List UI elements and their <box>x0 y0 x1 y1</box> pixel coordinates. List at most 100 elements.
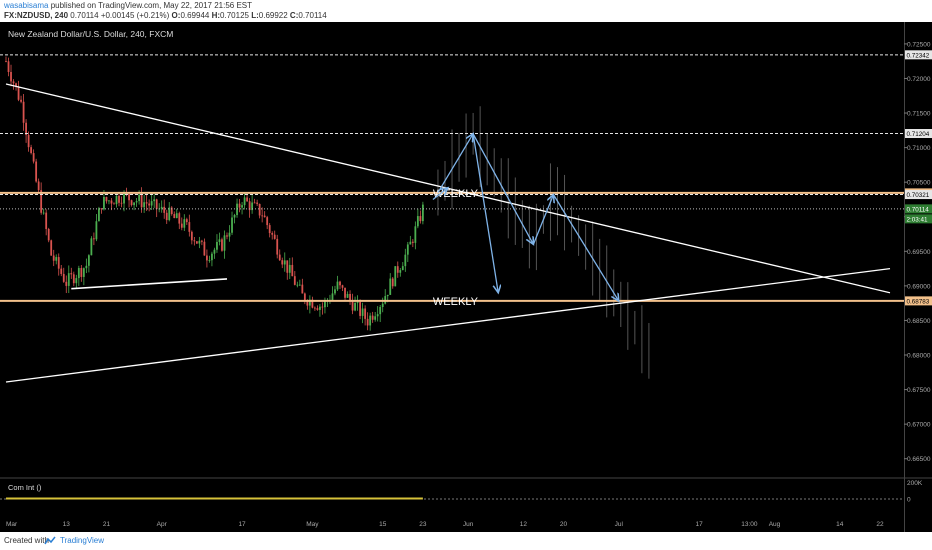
candle-body <box>198 240 201 244</box>
x-tick-label: 17 <box>238 521 246 528</box>
candle-body <box>386 294 389 297</box>
candle-body <box>67 273 70 286</box>
x-tick-label: 22 <box>876 521 884 528</box>
candle-body <box>145 202 148 204</box>
candle-body <box>173 214 176 219</box>
candle-body <box>130 200 133 206</box>
author-link[interactable]: wasabisama <box>4 1 49 10</box>
candle-body <box>15 83 17 87</box>
candle-body <box>75 278 78 284</box>
x-tick-label: 17 <box>696 521 704 528</box>
candle-body <box>77 268 80 279</box>
candle-body <box>27 134 30 148</box>
candle-body <box>140 194 143 208</box>
indicator-tick-label: 200K <box>907 480 923 487</box>
level-tag <box>905 204 932 214</box>
candle-body <box>103 197 105 210</box>
candle-body <box>364 308 367 319</box>
candle-body <box>57 257 60 269</box>
candle-body <box>37 181 40 191</box>
candle-body <box>100 208 103 210</box>
candle-body <box>20 99 22 102</box>
candle-body <box>47 229 50 241</box>
candle-body <box>316 308 319 310</box>
y-tick-label: 0.71000 <box>907 145 931 152</box>
x-tick-label: Apr <box>157 521 168 528</box>
candle-body <box>153 199 156 202</box>
candle-body <box>344 287 346 298</box>
candle-body <box>293 276 296 285</box>
candle-body <box>221 239 223 251</box>
candle-body <box>421 204 424 222</box>
publish-line: wasabisama published on TradingView.com,… <box>4 1 252 11</box>
candle-body <box>133 202 135 206</box>
y-tick-label: 0.68500 <box>907 318 931 325</box>
weekly-annotation: WEEKLY <box>433 296 479 308</box>
candle-body <box>62 273 65 282</box>
candle-body <box>391 278 394 287</box>
chart-area[interactable]: New Zealand Dollar/U.S. Dollar, 240, FXC… <box>0 22 932 532</box>
candle-body <box>296 284 299 286</box>
tradingview-brand-link[interactable]: TradingView <box>60 536 105 545</box>
candle-body <box>72 274 75 284</box>
candle-body <box>118 195 120 203</box>
high-label: H: <box>211 11 221 20</box>
candle-body <box>351 300 354 311</box>
candle-body <box>251 202 254 211</box>
candle-body <box>17 86 20 100</box>
candle-body <box>32 153 35 162</box>
x-tick-label: 23 <box>419 521 427 528</box>
candle-body <box>120 202 123 204</box>
candle-body <box>248 201 251 211</box>
candle-body <box>366 318 369 326</box>
candle-body <box>321 306 324 308</box>
candle-body <box>226 235 228 237</box>
candle-body <box>178 213 181 224</box>
candle-body <box>409 241 412 245</box>
candle-body <box>123 193 125 204</box>
x-tick-label: Jul <box>615 521 624 528</box>
x-tick-label: Mar <box>6 521 18 528</box>
last-price: 0.70114 <box>70 11 99 20</box>
candle-body <box>203 241 206 256</box>
candle-body <box>411 241 414 243</box>
candle-body <box>361 308 364 316</box>
candle-body <box>30 147 33 154</box>
level-tag-text: 0.71204 <box>907 131 930 138</box>
candle-body <box>288 264 291 273</box>
y-tick-label: 0.67500 <box>907 387 931 394</box>
candle-body <box>339 281 341 286</box>
y-tick-label: 0.70500 <box>907 180 931 187</box>
candle-body <box>336 281 339 290</box>
candle-body <box>298 284 301 286</box>
projection-arrow <box>552 194 618 301</box>
candle-body <box>10 71 12 82</box>
candle-body <box>376 314 379 317</box>
candle-body <box>384 296 387 304</box>
candle-body <box>90 238 93 256</box>
symbol-label: FX:NZDUSD, 240 <box>4 11 69 20</box>
x-tick-label: 20 <box>560 521 568 528</box>
published-text: published on TradingView.com, May 22, 20… <box>50 1 253 10</box>
open-label: O: <box>171 11 181 20</box>
candle-body <box>346 293 349 298</box>
high-value: 0.70125 <box>220 11 249 20</box>
price-chart-svg[interactable]: New Zealand Dollar/U.S. Dollar, 240, FXC… <box>0 22 932 532</box>
candle-body <box>396 266 399 273</box>
candle-body <box>70 273 73 275</box>
candle-body <box>268 225 271 234</box>
candle-body <box>211 253 213 261</box>
candle-body <box>188 222 191 232</box>
candle-body <box>356 301 359 303</box>
tradingview-logo-icon <box>44 536 56 545</box>
candle-body <box>193 240 196 242</box>
level-tag <box>905 50 932 60</box>
level-tag <box>905 296 932 306</box>
level-tag <box>905 190 932 200</box>
y-tick-label: 0.71500 <box>907 111 931 118</box>
candle-body <box>359 301 362 316</box>
candle-body <box>200 240 203 242</box>
candle-body <box>165 212 168 221</box>
candle-body <box>80 268 83 277</box>
candle-body <box>276 238 279 255</box>
